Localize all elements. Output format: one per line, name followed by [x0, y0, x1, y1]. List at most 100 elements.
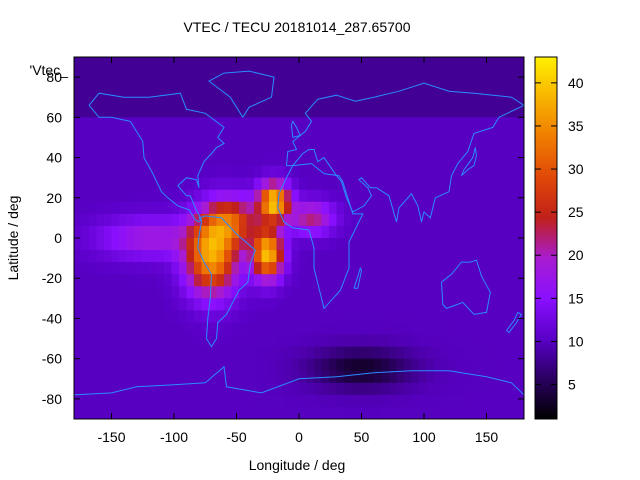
- heatmap-cell: [96, 189, 105, 203]
- heatmap-cell: [239, 69, 248, 82]
- heatmap-cell: [111, 225, 120, 239]
- heatmap-cell: [276, 93, 285, 106]
- heatmap-cell: [464, 105, 473, 118]
- heatmap-cell: [396, 382, 405, 396]
- heatmap-cell: [261, 262, 270, 275]
- heatmap-cell: [201, 382, 210, 396]
- heatmap-cell: [164, 298, 173, 311]
- heatmap-cell: [231, 274, 240, 287]
- heatmap-cell: [81, 129, 90, 143]
- heatmap-cell: [419, 370, 428, 384]
- heatmap-cell: [164, 262, 173, 275]
- heatmap-cell: [239, 189, 248, 203]
- heatmap-cell: [269, 141, 278, 155]
- heatmap-cell: [381, 141, 390, 155]
- heatmap-cell: [111, 105, 120, 118]
- heatmap-cell: [81, 394, 90, 408]
- heatmap-cell: [486, 298, 495, 311]
- heatmap-cell: [246, 93, 255, 106]
- heatmap-cell: [426, 298, 435, 311]
- heatmap-cell: [81, 370, 90, 384]
- heatmap-cell: [366, 93, 375, 106]
- heatmap-cell: [216, 117, 225, 130]
- heatmap-cell: [276, 394, 285, 408]
- heatmap-cell: [111, 69, 120, 82]
- heatmap-cell: [246, 105, 255, 118]
- heatmap-cell: [284, 322, 293, 336]
- heatmap-cell: [104, 310, 113, 324]
- heatmap-cell: [179, 322, 188, 336]
- heatmap-cell: [149, 105, 158, 118]
- heatmap-cell: [494, 274, 503, 287]
- heatmap-cell: [216, 177, 225, 191]
- x-tick-label: 100: [412, 429, 436, 445]
- heatmap-cell: [389, 274, 398, 287]
- heatmap-cell: [359, 153, 368, 167]
- heatmap-cell: [494, 406, 503, 419]
- heatmap-cell: [231, 370, 240, 384]
- heatmap-cell: [509, 310, 518, 324]
- heatmap-cell: [306, 382, 315, 396]
- heatmap-cell: [434, 105, 443, 118]
- heatmap-cell: [351, 382, 360, 396]
- heatmap-cell: [96, 298, 105, 311]
- heatmap-cell: [494, 358, 503, 372]
- heatmap-cell: [501, 262, 510, 275]
- heatmap-cell: [366, 250, 375, 263]
- heatmap-cell: [194, 117, 203, 130]
- heatmap-cell: [471, 322, 480, 336]
- heatmap-cell: [404, 250, 413, 263]
- heatmap-cell: [209, 394, 218, 408]
- heatmap-cell: [456, 165, 465, 179]
- heatmap-cell: [351, 81, 360, 94]
- heatmap-cell: [501, 69, 510, 82]
- heatmap-cell: [336, 370, 345, 384]
- heatmap-cell: [516, 238, 524, 251]
- heatmap-cell: [186, 141, 195, 155]
- heatmap-cell: [284, 189, 293, 203]
- heatmap-cell: [276, 346, 285, 360]
- heatmap-cell: [201, 310, 210, 324]
- heatmap-cell: [381, 225, 390, 239]
- heatmap-cell: [104, 141, 113, 155]
- heatmap-cell: [284, 117, 293, 130]
- heatmap-cell: [509, 177, 518, 191]
- heatmap-cell: [134, 274, 143, 287]
- heatmap-cell: [494, 382, 503, 396]
- heatmap-cell: [329, 262, 338, 275]
- heatmap-cell: [104, 201, 113, 215]
- heatmap-cell: [359, 406, 368, 419]
- heatmap-cell: [456, 201, 465, 215]
- heatmap-cell: [224, 57, 233, 70]
- heatmap-cell: [494, 153, 503, 167]
- heatmap-cell: [141, 105, 150, 118]
- heatmap-cell: [224, 129, 233, 143]
- heatmap-cell: [486, 177, 495, 191]
- colorbar-tick-label: 25: [568, 204, 584, 220]
- heatmap-cell: [149, 165, 158, 179]
- heatmap-cell: [209, 262, 218, 275]
- heatmap-cell: [261, 286, 270, 299]
- heatmap-cell: [351, 57, 360, 70]
- heatmap-cell: [149, 93, 158, 106]
- legend-entry: 'Vtec_: [30, 62, 69, 78]
- heatmap-cell: [284, 298, 293, 311]
- heatmap-cell: [224, 310, 233, 324]
- heatmap-cell: [464, 225, 473, 239]
- heatmap-cell: [396, 310, 405, 324]
- heatmap-cell: [359, 274, 368, 287]
- heatmap-cell: [171, 141, 180, 155]
- heatmap-cell: [119, 141, 128, 155]
- heatmap-cell: [239, 274, 248, 287]
- heatmap-cell: [81, 153, 90, 167]
- heatmap-cell: [396, 177, 405, 191]
- heatmap-cell: [471, 238, 480, 251]
- heatmap-cell: [119, 165, 128, 179]
- heatmap-cell: [329, 57, 338, 70]
- heatmap-cell: [494, 370, 503, 384]
- heatmap-cell: [426, 141, 435, 155]
- heatmap-cell: [261, 250, 270, 263]
- heatmap-cell: [456, 370, 465, 384]
- heatmap-cell: [389, 177, 398, 191]
